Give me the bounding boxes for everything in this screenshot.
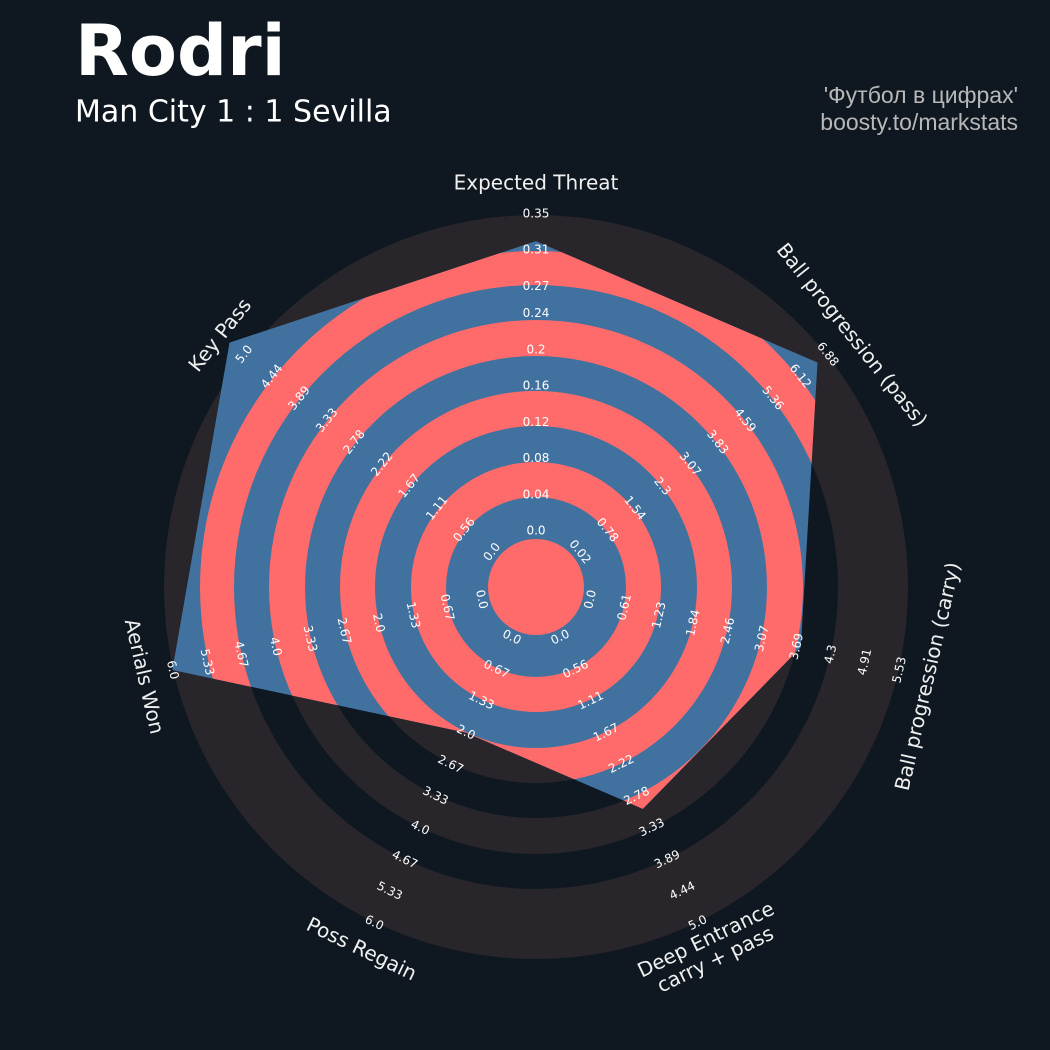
tick-label: 1.33 <box>404 600 424 629</box>
tick-label: 3.07 <box>752 624 772 653</box>
tick-label: 4.67 <box>232 640 252 669</box>
credit: boosty.to/markstats <box>820 109 1018 135</box>
tick-label: 0.0 <box>473 588 491 610</box>
chart-subtitle: Man City 1 : 1 Sevilla <box>75 95 392 130</box>
tick-label: 4.3 <box>821 643 839 665</box>
chart-title: Rodri <box>75 10 286 92</box>
tick-label: 0.0 <box>581 588 599 610</box>
tick-label: 4.91 <box>855 647 875 676</box>
ring-group <box>200 251 818 809</box>
ring <box>488 539 584 635</box>
tick-label: 0.12 <box>523 415 550 429</box>
tick-label: 6.0 <box>164 659 182 681</box>
credit: 'Футбол в цифрах' <box>824 82 1018 108</box>
tick-label: 0.27 <box>523 279 550 293</box>
tick-label: 0.31 <box>523 243 550 257</box>
tick-label: 0.08 <box>523 451 550 465</box>
tick-label: 4.0 <box>267 636 285 658</box>
tick-label: 0.35 <box>523 207 550 221</box>
axis-label: Expected Threat <box>454 171 619 195</box>
tick-label: 1.84 <box>683 608 703 637</box>
tick-label: 2.0 <box>370 612 388 634</box>
tick-label: 0.16 <box>523 379 550 393</box>
tick-label: 0.2 <box>526 342 545 356</box>
tick-label: 5.33 <box>198 647 218 676</box>
tick-label: 0.61 <box>614 593 634 622</box>
tick-label: 2.67 <box>335 616 355 645</box>
tick-label: 0.24 <box>523 306 550 320</box>
tick-label: 5.53 <box>889 655 909 684</box>
tick-label: 0.0 <box>526 524 545 538</box>
tick-label: 2.46 <box>718 616 738 645</box>
tick-label: 3.33 <box>301 624 321 653</box>
tick-label: 0.04 <box>523 487 550 501</box>
tick-label: 3.69 <box>787 632 807 661</box>
tick-label: 1.23 <box>649 600 669 629</box>
tick-label: 0.67 <box>438 593 458 622</box>
